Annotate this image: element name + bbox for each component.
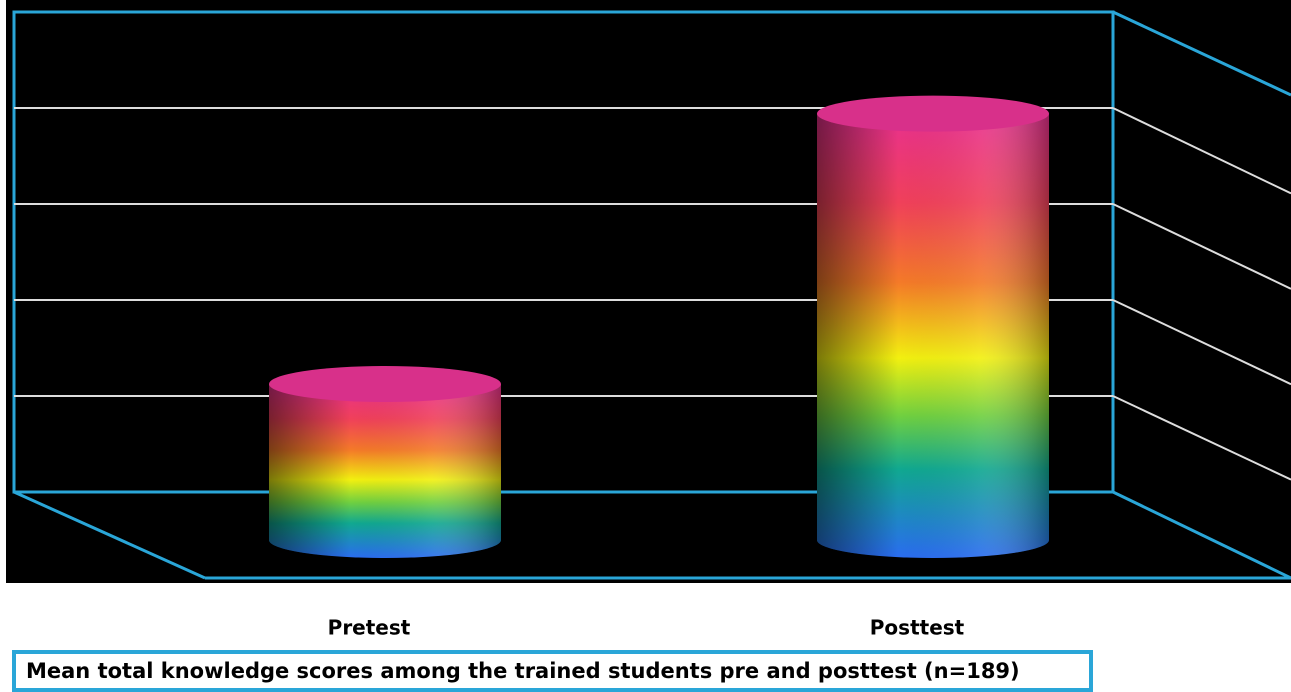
side-edge	[1112, 10, 1291, 97]
back-wall	[12, 10, 1115, 494]
grid-line	[1112, 395, 1291, 481]
bar-shade	[269, 384, 501, 558]
x-tick-label: Pretest	[328, 616, 411, 640]
bar-top	[817, 95, 1049, 132]
bars	[269, 95, 1049, 558]
grid-line	[1112, 203, 1291, 290]
floor-edge	[13, 490, 206, 580]
side-edge	[1112, 490, 1291, 580]
bar-top	[269, 366, 501, 402]
caption-box	[12, 650, 1093, 692]
grid-line	[1112, 299, 1291, 386]
chart-title: Mean total knowledge scores among the tr…	[26, 659, 1020, 683]
bar-shade	[817, 113, 1049, 558]
plot-background	[6, 0, 1291, 583]
frame	[12, 10, 1291, 580]
grid-line	[1112, 107, 1291, 195]
x-tick-label: Posttest	[870, 616, 965, 640]
